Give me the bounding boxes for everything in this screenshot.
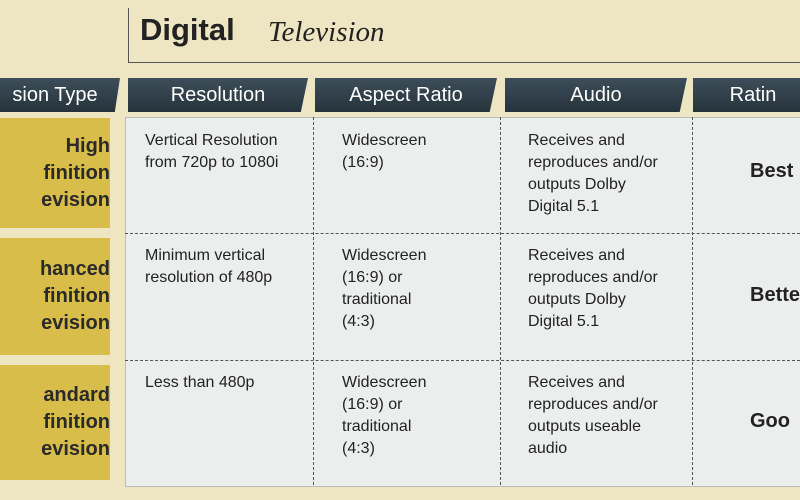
row-label-line: evision — [41, 438, 110, 460]
cell-line: (16:9) or — [342, 269, 403, 286]
rating: Bette — [750, 283, 800, 306]
row-label-line: finition — [43, 161, 110, 184]
cell-line: traditional — [342, 418, 412, 435]
cell-line: outputs Dolby — [528, 291, 626, 308]
cell-line: Vertical Resolution — [145, 132, 278, 149]
cell-line: reproduces and/or — [528, 154, 658, 171]
row-label-line: finition — [43, 411, 110, 433]
cell-line: outputs Dolby — [528, 176, 626, 193]
cell-line: Minimum vertical — [145, 247, 266, 264]
cell-line: audio — [528, 440, 568, 457]
cell: Receives and reproduces and/or outputs Dol… — [528, 130, 658, 218]
row-label: hanced finition evision — [0, 238, 110, 355]
title: Digital — [140, 12, 235, 47]
cell: Receives and reproduces and/or outputs Dol… — [528, 245, 658, 333]
column-header: Aspect Ratio — [315, 78, 497, 112]
divider — [692, 117, 693, 485]
column-header: Ratin — [693, 78, 800, 112]
cell-line: Digital 5.1 — [528, 198, 600, 215]
cell-line: reproduces and/or — [528, 396, 658, 413]
row-label-line: andard — [43, 384, 110, 406]
cell-line: (16:9) or — [342, 396, 403, 413]
column-header: Resolution — [128, 78, 308, 112]
cell-line: traditional — [342, 291, 412, 308]
cell-line: outputs useable — [528, 418, 641, 435]
cell-line: reproduces and/or — [528, 269, 658, 286]
cell-line: Receives and — [528, 132, 625, 149]
cell-line: (4:3) — [342, 313, 375, 330]
divider — [125, 233, 800, 234]
row-label: andard finition evision — [0, 365, 110, 480]
table-body — [125, 117, 800, 487]
rating: Best — [750, 160, 794, 182]
cell-line: (16:9) — [342, 154, 384, 171]
cell-line: Receives and — [528, 374, 625, 391]
cell-line: Less than 480p — [145, 374, 255, 391]
cell: Less than 480p — [145, 372, 254, 394]
cell-line: (4:3) — [342, 440, 375, 457]
row-label-line: High — [65, 134, 110, 157]
cell-line: Digital 5.1 — [528, 313, 600, 330]
divider — [313, 117, 314, 485]
cell-line: Widescreen — [342, 247, 427, 264]
row-label-line: evision — [41, 188, 110, 211]
cell: Receives and reproduces and/or outputs use… — [528, 372, 658, 460]
cell-line: resolution of 480p — [145, 269, 273, 286]
divider — [125, 360, 800, 361]
divider — [500, 117, 501, 485]
cell-line: Receives and — [528, 247, 625, 264]
cell: Vertical Resolution from 720p to 1080i — [145, 130, 278, 174]
cell: Minimum vertical resolution of 480p — [145, 245, 272, 289]
row-label: High finition evision — [0, 118, 110, 228]
cell-line: from 720p to 1080i — [145, 154, 279, 171]
cell-line: Widescreen — [342, 374, 427, 391]
subtitle: Television — [268, 16, 385, 48]
column-header: sion Type — [0, 78, 120, 112]
row-label-line: finition — [43, 285, 110, 307]
row-label-line: hanced — [39, 258, 110, 280]
rating: Goo — [750, 409, 790, 432]
column-header: Audio — [505, 78, 687, 112]
cell: Widescreen (16:9) — [342, 130, 426, 174]
cell: Widescreen (16:9) or traditional (4:3) — [342, 372, 426, 460]
cell-line: Widescreen — [342, 132, 427, 149]
row-label-line: evision — [41, 312, 110, 334]
cell: Widescreen (16:9) or traditional (4:3) — [342, 245, 426, 333]
title-frame — [128, 8, 800, 63]
